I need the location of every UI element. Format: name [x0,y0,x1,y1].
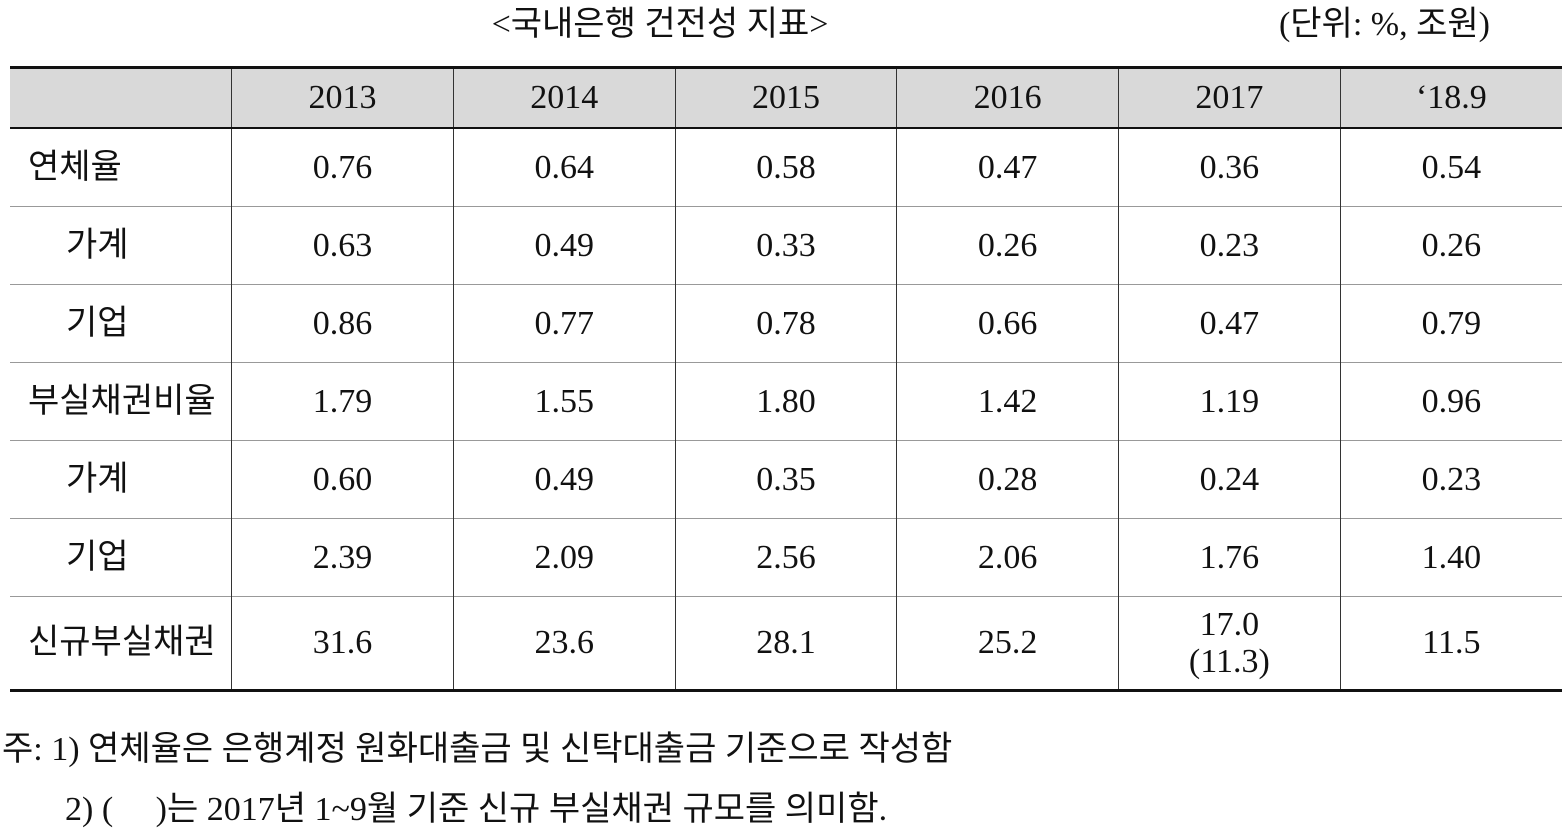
column-header: 2013 [231,67,454,129]
cell: 0.64 [452,127,676,207]
cell: 2.06 [896,518,1119,597]
cell: 0.24 [1118,440,1341,519]
unit: (단위: %, 조원) [1278,6,1490,43]
column-header: 2016 [896,67,1119,129]
cell: 17.0 (11.3) [1118,596,1341,691]
cell: 1.76 [1118,518,1341,597]
row: 연체율 0.76 0.64 0.58 0.47 0.36 0.54 [10,127,1562,207]
row: 기업 2.39 2.09 2.56 2.06 1.76 1.40 [10,518,1562,597]
corner-cell [10,67,232,129]
row-label: 연체율 [10,127,232,207]
cell: 0.23 [1118,206,1341,285]
cell: 28.1 [674,596,897,691]
row-label: 기업 [10,518,232,597]
cell: 0.86 [231,284,454,363]
row: 가계 0.63 0.49 0.33 0.26 0.23 0.26 [10,206,1562,285]
row: 가계 0.60 0.49 0.35 0.28 0.24 0.23 [10,440,1562,519]
cell: 1.80 [674,362,897,441]
cell: 11.5 [1339,596,1562,691]
cell: 0.96 [1339,362,1562,441]
cell: 2.56 [674,518,897,597]
cell: 0.47 [896,127,1119,207]
cell: 0.78 [674,284,897,363]
row: 기업 0.86 0.77 0.78 0.66 0.47 0.79 [10,284,1562,363]
note: 주: 1) 연체율은 은행계정 원화대출금 및 신탁대출금 기준으로 작성함 [2,731,953,768]
cell: 0.26 [1339,206,1562,285]
header-row: 2013 2014 2015 2016 2017 ‘18.9 [10,67,1562,129]
cell: 1.19 [1118,362,1341,441]
column-header: 2015 [674,67,897,129]
row: 부실채권비율 1.79 1.55 1.80 1.42 1.19 0.96 [10,362,1562,441]
row-label: 가계 [10,440,232,519]
cell: 2.09 [452,518,676,597]
cell: 0.49 [452,206,676,285]
cell: 0.49 [452,440,676,519]
cell: 1.42 [896,362,1119,441]
cell: 0.36 [1118,127,1341,207]
column-header: ‘18.9 [1339,67,1562,129]
cell: 0.28 [896,440,1119,519]
cell: 0.79 [1339,284,1562,363]
cell-line: 17.0 [1199,605,1260,643]
cell: 25.2 [896,596,1119,691]
column-header: 2017 [1118,67,1341,129]
cell-line: (11.3) [1188,643,1270,680]
column-header: 2014 [452,67,676,129]
cell: 0.76 [231,127,454,207]
title: <국내은행 건전성 지표> [491,6,829,43]
row-label: 부실채권비율 [10,362,232,441]
row-label: 신규부실채권 [10,596,232,691]
cell: 0.54 [1339,127,1562,207]
cell: 0.58 [674,127,897,207]
table: 2013 2014 2015 2016 2017 ‘18.9 연체율 0.76 0.64 0.5… [10,66,1562,692]
cell: 0.63 [231,206,454,285]
row-label: 가계 [10,206,232,285]
cell: 0.23 [1339,440,1562,519]
cell: 0.77 [452,284,676,363]
cell: 0.60 [231,440,454,519]
cell: 0.47 [1118,284,1341,363]
cell: 0.33 [674,206,897,285]
cell: 0.26 [896,206,1119,285]
cell: 1.55 [452,362,676,441]
row-label: 기업 [10,284,232,363]
cell: 2.39 [231,518,454,597]
cell: 0.35 [674,440,897,519]
cell: 31.6 [231,596,454,691]
cell: 0.66 [896,284,1119,363]
cell: 1.79 [231,362,454,441]
cell: 23.6 [452,596,676,691]
note: 2) ( )는 2017년 1~9월 기준 신규 부실채권 규모를 의미함. [65,791,888,828]
cell: 1.40 [1339,518,1562,597]
row: 신규부실채권 31.6 23.6 28.1 25.2 17.0 (11.3) 11.5 [10,596,1562,691]
